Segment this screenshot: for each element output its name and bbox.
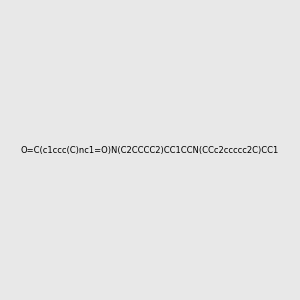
Text: O=C(c1ccc(C)nc1=O)N(C2CCCC2)CC1CCN(CCc2ccccc2C)CC1: O=C(c1ccc(C)nc1=O)N(C2CCCC2)CC1CCN(CCc2c…: [21, 146, 279, 154]
